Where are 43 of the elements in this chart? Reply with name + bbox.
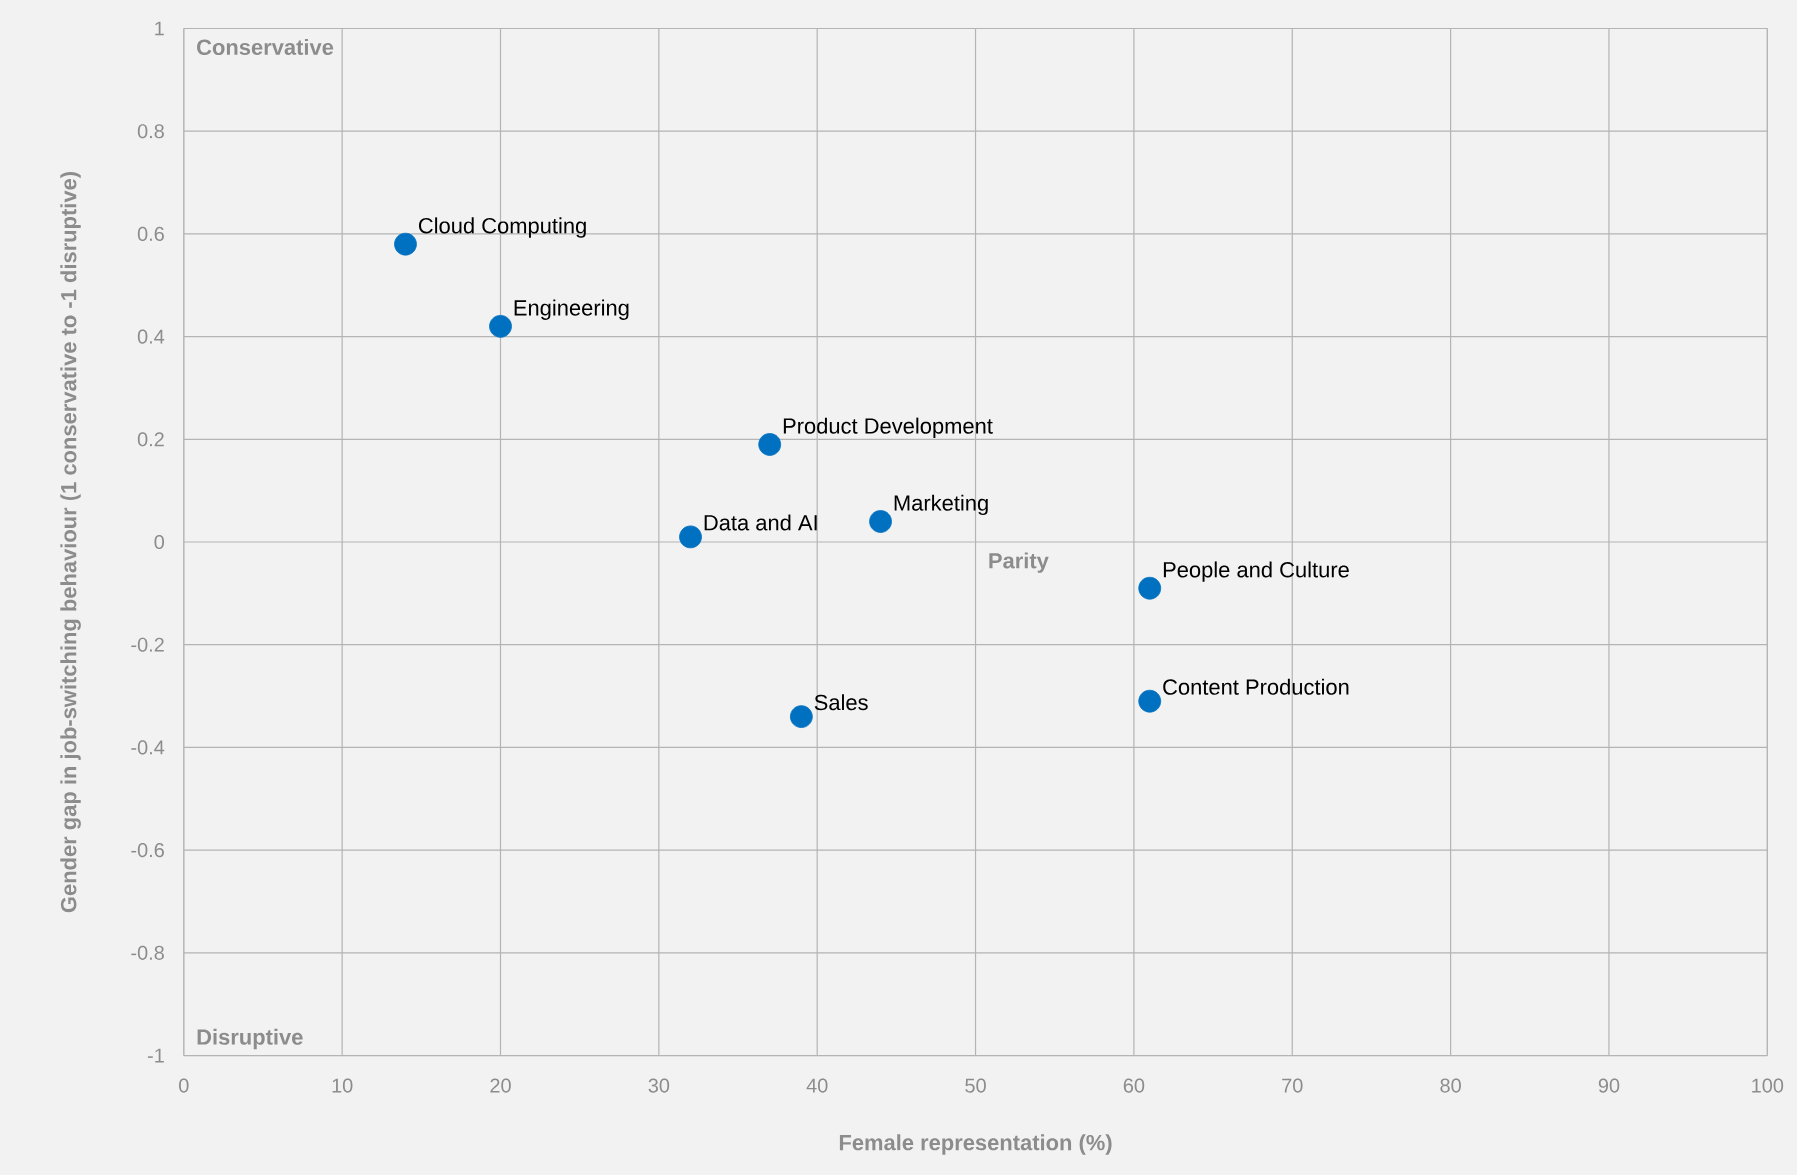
- y-tick-label: -0.2: [131, 637, 164, 652]
- y-axis-title: Gender gap in job-switching behaviour (1 conservative to -1 disruptive): [60, 171, 81, 913]
- point: [489, 314, 512, 338]
- point: [758, 432, 782, 456]
- point: [394, 232, 417, 256]
- x-tick-label: 90: [1598, 1078, 1620, 1093]
- y-tick-label: 0.2: [137, 432, 164, 447]
- point: [679, 525, 702, 549]
- x-tick-label: 20: [490, 1078, 511, 1093]
- x-tick-label: 10: [332, 1078, 353, 1093]
- point: [1138, 576, 1162, 600]
- x-tick-label: 60: [1123, 1078, 1145, 1093]
- x-tick-label: 80: [1440, 1078, 1461, 1093]
- annotation: People and Culture: [1163, 561, 1349, 582]
- y-tick-label: 1: [155, 21, 164, 36]
- y-tick-label: -0.4: [131, 740, 165, 755]
- x-tick-label: 0: [179, 1078, 189, 1093]
- x-tick-label: 30: [648, 1078, 670, 1093]
- annotation: Engineering: [514, 299, 629, 320]
- y-tick-label: -0.6: [131, 842, 164, 858]
- annotation: Marketing: [894, 494, 988, 515]
- x-axis-title: Female representation (%): [839, 1134, 1112, 1155]
- x-tick-label: 100: [1752, 1078, 1784, 1093]
- y-tick-label: -1: [147, 1048, 164, 1063]
- annotation: Cloud Computing: [418, 217, 586, 238]
- y-tick-label: 0.8: [137, 123, 164, 139]
- y-tick-label: 0.6: [137, 226, 164, 241]
- x-tick-label: 70: [1282, 1078, 1303, 1093]
- point: [869, 509, 892, 533]
- annotation: Sales: [814, 693, 868, 711]
- annotation: Conservative: [197, 38, 334, 55]
- annotation: Data and AI: [704, 514, 817, 531]
- y-tick-label: -0.8: [131, 945, 164, 960]
- x-tick-label: 50: [965, 1078, 986, 1093]
- annotation: Disruptive: [197, 1028, 303, 1049]
- y-tick-label: 0.4: [137, 329, 165, 344]
- annotation: Content Production: [1163, 678, 1349, 695]
- point: [790, 705, 813, 728]
- y-tick-label: 0: [154, 534, 165, 549]
- annotation: Product Development: [783, 417, 993, 438]
- point: [1138, 689, 1162, 713]
- annotation: Parity: [989, 552, 1049, 573]
- x-tick-label: 40: [806, 1078, 828, 1093]
